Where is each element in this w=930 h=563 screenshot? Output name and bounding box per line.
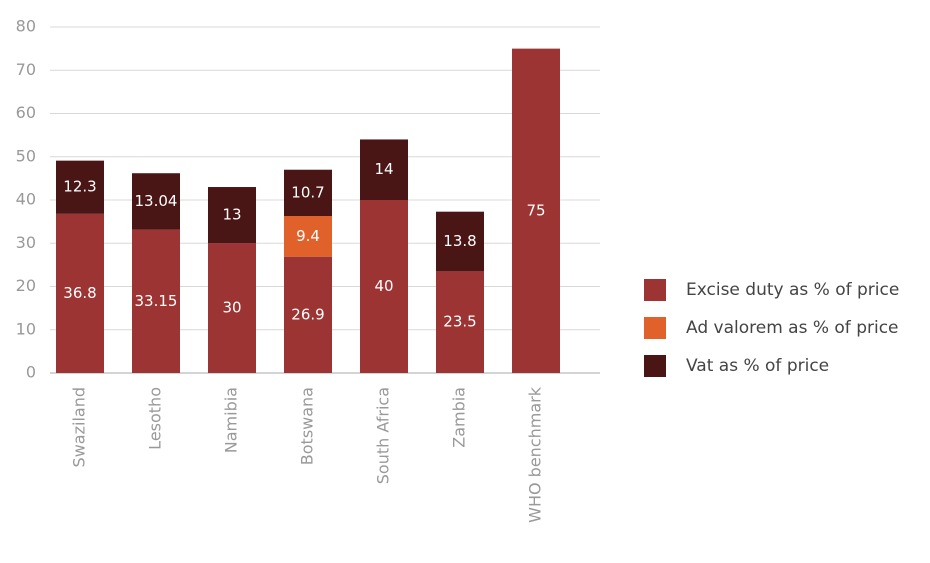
legend-swatch: [644, 279, 666, 301]
bar-segment: [360, 200, 408, 373]
y-tick-label: 80: [16, 17, 36, 36]
legend-label: Ad valorem as % of price: [686, 318, 899, 338]
bar-segment: [284, 169, 332, 217]
value-label: 9.4: [296, 227, 320, 245]
bar-segment: [132, 173, 180, 230]
x-tick-label: Namibia: [222, 387, 241, 453]
bar-segment: [132, 229, 180, 373]
bar-segment: [284, 216, 332, 257]
y-tick-label: 70: [16, 60, 36, 79]
bar-segment: [56, 213, 104, 373]
bar-segment: [360, 139, 408, 200]
x-tick-label: Swaziland: [70, 387, 89, 467]
value-label: 13: [222, 206, 241, 224]
bar-segment: [436, 271, 484, 373]
value-label: 40: [374, 277, 393, 295]
x-tick-label: South Africa: [374, 387, 393, 484]
bar-segment: [208, 243, 256, 373]
value-label: 75: [526, 201, 545, 219]
value-label: 13.8: [443, 232, 476, 250]
value-label: 33.15: [135, 292, 178, 310]
bar-segment: [284, 256, 332, 373]
y-tick-label: 20: [16, 276, 36, 295]
bar-segment: [436, 211, 484, 272]
legend-label: Excise duty as % of price: [686, 280, 899, 300]
value-label: 12.3: [63, 178, 96, 196]
value-label: 13.04: [135, 192, 178, 210]
x-tick-label: Botswana: [298, 387, 317, 465]
y-tick-label: 10: [16, 319, 36, 338]
value-label: 14: [374, 160, 393, 178]
bar-segment: [56, 160, 104, 214]
legend-swatch: [644, 317, 666, 339]
legend-label: Vat as % of price: [686, 356, 829, 376]
y-tick-label: 40: [16, 190, 36, 209]
y-tick-label: 60: [16, 103, 36, 122]
value-label: 23.5: [443, 313, 476, 331]
x-tick-label: Lesotho: [146, 387, 165, 450]
legend-swatch: [644, 355, 666, 377]
y-tick-label: 50: [16, 146, 36, 165]
bar-segment: [512, 48, 560, 373]
y-tick-label: 30: [16, 233, 36, 252]
x-tick-label: WHO benchmark: [526, 386, 545, 523]
value-label: 10.7: [291, 183, 324, 201]
value-label: 30: [222, 299, 241, 317]
bar-segment: [208, 187, 256, 244]
value-label: 26.9: [291, 305, 324, 323]
value-label: 36.8: [63, 284, 96, 302]
y-tick-label: 0: [26, 363, 36, 382]
x-tick-label: Zambia: [450, 387, 469, 448]
